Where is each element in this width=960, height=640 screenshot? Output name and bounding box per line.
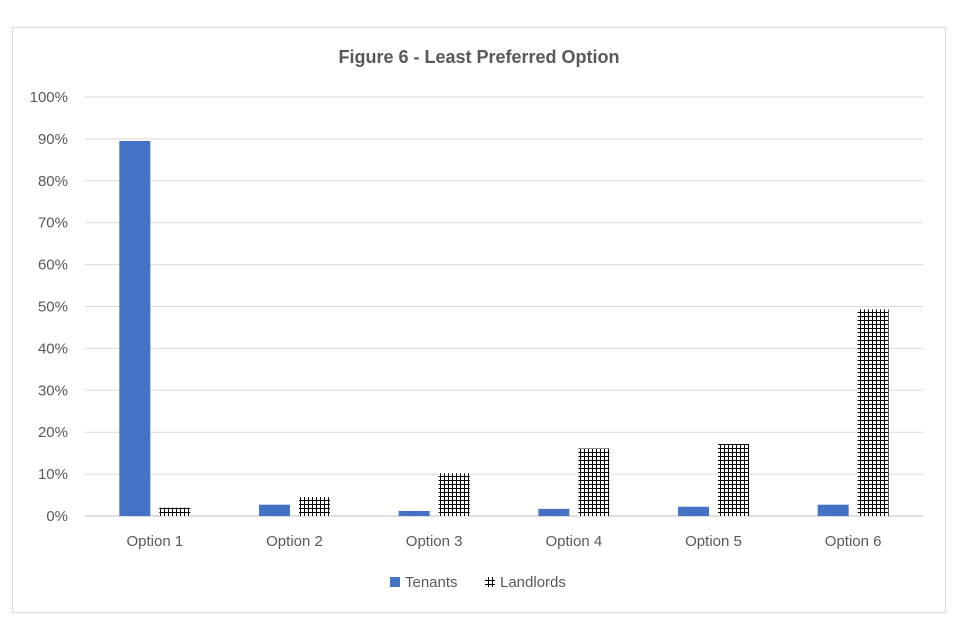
- gridlines: [85, 96, 923, 517]
- y-tick-label: 20%: [38, 424, 68, 441]
- bar-tenants-option-5: [678, 506, 709, 516]
- x-tick-label: Option 1: [126, 533, 183, 550]
- y-tick-label: 0%: [46, 508, 68, 525]
- legend-label-landlords: Landlords: [500, 574, 566, 591]
- bar-landlords-option-1: [159, 507, 191, 516]
- x-axis-ticks: Option 1 Option 2 Option 3 Option 4 Option 5…: [126, 533, 881, 550]
- legend-swatch-tenants: [390, 577, 400, 587]
- x-tick-label: Option 6: [825, 533, 882, 550]
- y-tick-label: 10%: [38, 466, 68, 483]
- bar-landlords-option-3: [438, 473, 470, 516]
- y-tick-label: 50%: [38, 299, 68, 316]
- x-tick-label: Option 2: [266, 533, 323, 550]
- bar-landlords-option-5: [718, 443, 749, 516]
- bar-landlords-option-4: [578, 448, 610, 516]
- y-tick-label: 60%: [38, 257, 68, 274]
- bar-tenants-option-3: [398, 510, 430, 516]
- y-tick-label: 30%: [38, 382, 68, 399]
- bars: [119, 140, 889, 516]
- legend: Tenants Landlords: [390, 574, 566, 591]
- x-tick-label: Option 3: [406, 533, 463, 550]
- bar-tenants-option-4: [538, 508, 570, 516]
- bar-landlords-option-6: [857, 309, 889, 516]
- y-tick-label: 90%: [38, 131, 68, 148]
- bar-landlords-option-2: [299, 497, 330, 516]
- y-tick-label: 70%: [38, 215, 68, 232]
- legend-label-tenants: Tenants: [405, 574, 458, 591]
- chart-title: Figure 6 - Least Preferred Option: [338, 47, 619, 67]
- x-tick-label: Option 4: [545, 533, 602, 550]
- x-tick-label: Option 5: [685, 533, 742, 550]
- bar-tenants-option-1: [119, 140, 151, 516]
- y-axis-ticks: 0% 10% 20% 30% 40% 50% 60% 70% 80% 90% 100%: [30, 89, 68, 525]
- y-tick-label: 100%: [30, 89, 68, 106]
- y-tick-label: 80%: [38, 173, 68, 190]
- bar-tenants-option-2: [259, 504, 290, 516]
- y-tick-label: 40%: [38, 340, 68, 357]
- bar-tenants-option-6: [817, 504, 849, 516]
- legend-swatch-landlords: [485, 577, 495, 587]
